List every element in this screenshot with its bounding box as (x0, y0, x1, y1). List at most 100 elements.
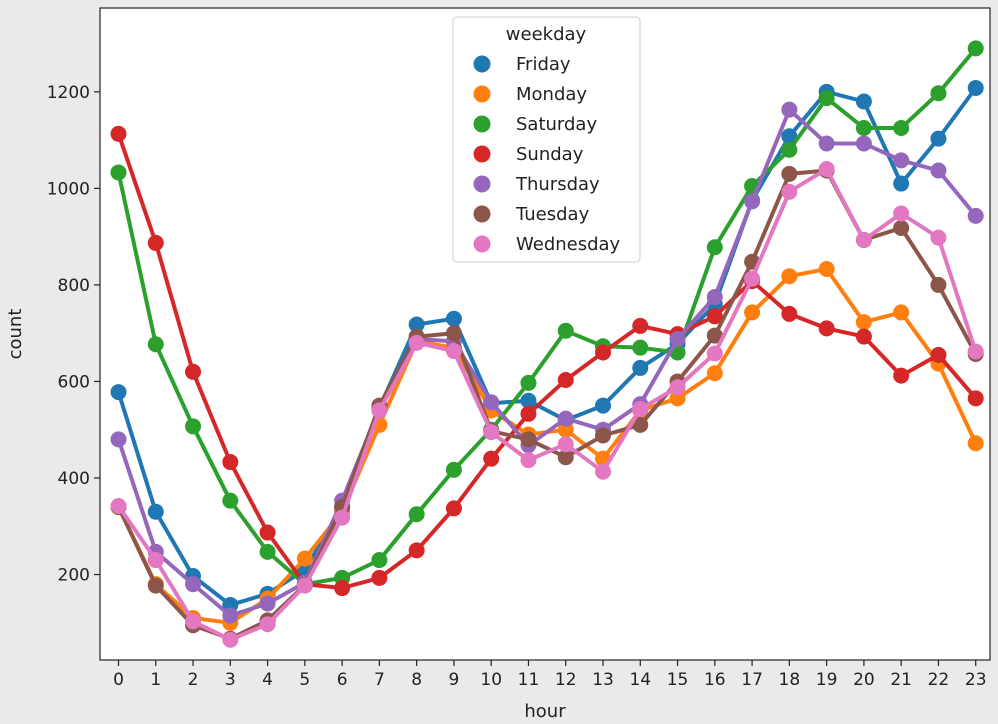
data-point-sunday (371, 569, 388, 586)
data-point-wednesday (818, 161, 835, 178)
data-point-tuesday (147, 577, 164, 594)
data-point-wednesday (967, 343, 984, 360)
x-tick-label: 10 (480, 670, 502, 690)
data-point-thursday (222, 607, 239, 624)
data-point-wednesday (557, 436, 574, 453)
data-point-sunday (259, 524, 276, 541)
legend-item-friday: Friday (473, 54, 571, 75)
data-point-thursday (930, 162, 947, 179)
legend-item-saturday: Saturday (473, 114, 597, 135)
data-point-friday (595, 397, 612, 414)
x-tick-label: 15 (667, 670, 689, 690)
legend-label-thursday: Thursday (515, 174, 600, 195)
data-point-friday (408, 316, 425, 333)
x-tick-label: 18 (779, 670, 801, 690)
data-point-sunday (967, 390, 984, 407)
data-point-wednesday (110, 497, 127, 514)
data-point-sunday (408, 542, 425, 559)
data-point-saturday (222, 492, 239, 509)
legend-label-monday: Monday (516, 84, 587, 105)
data-point-monday (706, 365, 723, 382)
x-tick-label: 21 (890, 670, 912, 690)
data-point-thursday (483, 394, 500, 411)
data-point-monday (967, 435, 984, 452)
x-tick-label: 16 (704, 670, 726, 690)
data-point-wednesday (669, 379, 686, 396)
y-axis: 200 400 600 800 1000 1200 (47, 83, 100, 586)
data-point-wednesday (930, 229, 947, 246)
y-tick-label: 400 (58, 469, 90, 489)
data-point-sunday (706, 308, 723, 325)
data-point-sunday (595, 344, 612, 361)
data-point-tuesday (445, 325, 462, 342)
x-tick-label: 2 (188, 670, 199, 690)
data-point-sunday (222, 454, 239, 471)
data-point-tuesday (893, 219, 910, 236)
data-point-tuesday (930, 276, 947, 293)
data-point-thursday (110, 431, 127, 448)
x-tick-label: 0 (113, 670, 124, 690)
data-point-thursday (818, 135, 835, 152)
x-tick-label: 14 (629, 670, 651, 690)
y-tick-label: 200 (58, 566, 90, 586)
data-point-friday (930, 130, 947, 147)
series-layer (110, 40, 984, 648)
data-point-saturday (818, 90, 835, 107)
legend-label-tuesday: Tuesday (515, 204, 590, 225)
x-axis: 0 1 2 3 4 5 6 7 8 9 10 11 12 13 14 15 16 17 18 19 20 21 22 23 (113, 660, 987, 690)
legend-marker-monday (473, 85, 491, 103)
data-point-wednesday (147, 552, 164, 569)
legend-item-monday: Monday (473, 84, 587, 105)
series-wednesday (110, 161, 984, 648)
data-point-saturday (632, 339, 649, 356)
data-point-thursday (744, 193, 761, 210)
data-point-wednesday (445, 343, 462, 360)
x-tick-label: 5 (299, 670, 310, 690)
data-point-monday (744, 304, 761, 321)
data-point-saturday (185, 418, 202, 435)
data-point-sunday (147, 234, 164, 251)
data-point-sunday (110, 125, 127, 142)
data-point-thursday (706, 288, 723, 305)
data-point-monday (781, 268, 798, 285)
data-point-sunday (930, 346, 947, 363)
data-point-sunday (855, 328, 872, 345)
data-point-thursday (669, 330, 686, 347)
data-point-friday (632, 359, 649, 376)
data-point-wednesday (334, 509, 351, 526)
legend-item-tuesday: Tuesday (473, 204, 590, 225)
data-point-friday (110, 384, 127, 401)
data-point-wednesday (744, 270, 761, 287)
legend-marker-saturday (473, 115, 491, 133)
data-point-sunday (445, 500, 462, 517)
data-point-wednesday (893, 205, 910, 222)
data-point-tuesday (706, 327, 723, 344)
data-point-wednesday (595, 463, 612, 480)
data-point-monday (893, 304, 910, 321)
data-point-wednesday (483, 424, 500, 441)
data-point-saturday (408, 506, 425, 523)
data-point-wednesday (855, 232, 872, 249)
data-point-saturday (110, 164, 127, 181)
legend-marker-wednesday (473, 235, 491, 253)
x-tick-label: 22 (928, 670, 950, 690)
data-point-friday (855, 93, 872, 110)
data-point-sunday (483, 450, 500, 467)
legend-item-thursday: Thursday (473, 174, 600, 195)
y-tick-label: 1200 (47, 83, 90, 103)
data-point-tuesday (557, 449, 574, 466)
data-point-monday (818, 260, 835, 277)
data-point-monday (557, 421, 574, 438)
legend-item-sunday: Sunday (473, 144, 584, 165)
y-tick-label: 600 (58, 372, 90, 392)
data-point-friday (967, 79, 984, 96)
data-point-friday (781, 128, 798, 145)
x-tick-label: 4 (262, 670, 273, 690)
x-tick-label: 1 (150, 670, 161, 690)
data-point-saturday (855, 120, 872, 137)
x-tick-label: 6 (337, 670, 348, 690)
x-axis-label: hour (524, 701, 566, 722)
x-tick-label: 11 (518, 670, 540, 690)
data-point-saturday (371, 552, 388, 569)
